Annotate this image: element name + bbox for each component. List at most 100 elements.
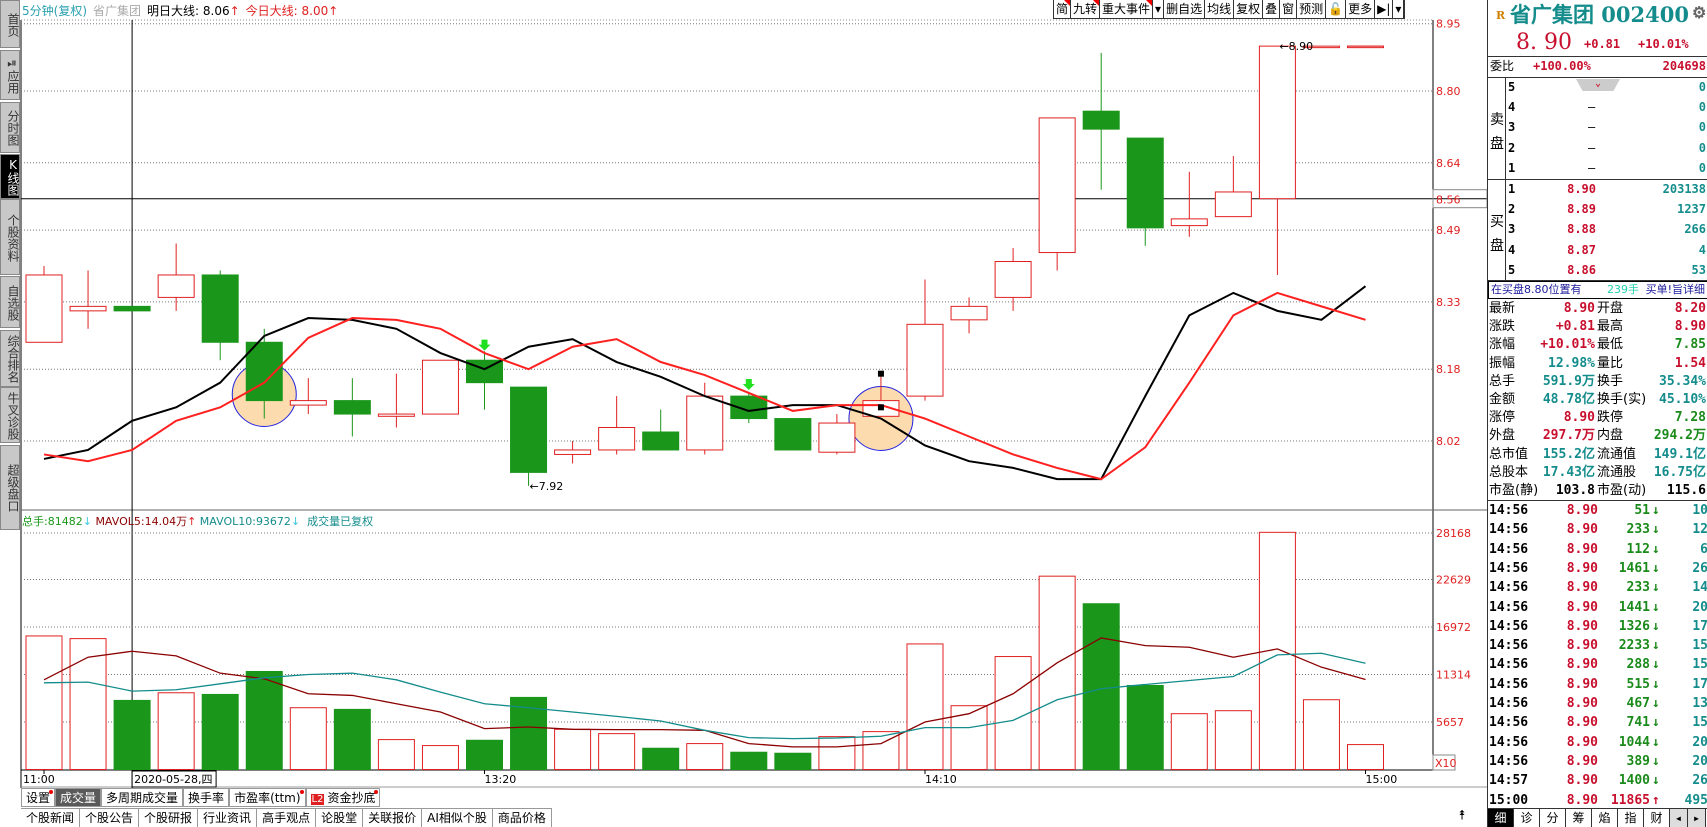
info-detail-link[interactable]: 买单!旨详细 [1645,283,1705,296]
candle-22[interactable] [994,248,1032,311]
volume-bar-7[interactable] [333,708,371,771]
candle-26[interactable] [1170,171,1208,237]
period-label[interactable]: 5分钟(复权) [22,4,87,18]
volume-bar-0[interactable] [25,635,63,771]
volume-bar-18[interactable] [818,736,856,771]
indicator-tab-3[interactable]: 换手率 [183,789,230,807]
volume-bar-9[interactable] [421,745,459,770]
indicator-tab-1[interactable]: 成交量 [55,789,102,807]
volume-bar-29[interactable] [1302,699,1340,771]
volume-bar-4[interactable] [201,693,239,770]
kline-chart[interactable]: 8.95 8.80 8.64 8.49 8.33 8.18 8.02 8.56 ←8.90 ←7.… [0,0,1487,788]
candle-10[interactable] [466,351,503,410]
quote-tab-3[interactable]: 筹 [1566,809,1592,827]
indicator-tab-2[interactable]: 多周期成交量 [101,789,184,807]
indicator-tab-0[interactable]: 设置 [21,789,56,807]
toolbar-button-8[interactable]: 窗 [1280,0,1298,18]
candle-29[interactable] [1302,45,1340,49]
sidebar-tab-8[interactable]: 超级盘口 [0,445,20,530]
candle-9[interactable] [421,359,459,415]
candle-0[interactable] [25,265,63,343]
news-tab-7[interactable]: AI相似个股 [422,809,493,827]
news-tab-4[interactable]: 高手观点 [257,809,317,827]
quote-tab-0[interactable]: 细 [1488,809,1514,827]
quote-tab-2[interactable]: 分 [1540,809,1566,827]
volume-bar-1[interactable] [69,638,107,770]
next-icon[interactable]: ▸ [1688,809,1706,827]
toolbar-button-11[interactable]: 更多 [1346,0,1376,18]
prev-icon[interactable]: ◂ [1670,809,1688,827]
volume-bar-10[interactable] [466,739,503,770]
toolbar-button-0[interactable]: 简 [1054,0,1072,18]
toolbar-button-12[interactable]: ▶| [1375,0,1394,18]
news-tab-0[interactable]: 个股新闻 [21,809,81,827]
ask-row[interactable]: 4 – 0 [1488,98,1707,117]
toolbar-button-7[interactable]: 叠 [1263,0,1281,18]
volume-bar-25[interactable] [1126,684,1164,770]
toolbar-button-1[interactable]: 九转 [1071,0,1101,18]
sidebar-tab-4[interactable]: 个股资料 [0,199,20,275]
gear-icon[interactable]: ⚙ [1692,3,1707,22]
news-tab-8[interactable]: 商品价格 [493,809,552,827]
sidebar-tab-5[interactable]: 自选股 [0,276,20,328]
candle-4[interactable] [201,270,239,361]
toolbar-button-13[interactable]: ▾ [1393,0,1405,18]
candle-28[interactable] [1258,45,1296,275]
candle-2[interactable] [113,305,151,312]
ask-row[interactable]: 3 – 0 [1488,118,1707,137]
toolbar-button-6[interactable]: 复权 [1234,0,1264,18]
volume-bar-6[interactable] [289,707,327,770]
news-tab-3[interactable]: 行业资讯 [198,809,258,827]
candle-1[interactable] [69,270,107,329]
volume-bar-24[interactable] [1082,603,1120,770]
sidebar-tab-2[interactable]: 分时图 [0,102,20,153]
bid-row[interactable]: 1 8.90 203138 [1488,180,1707,199]
volume-bar-3[interactable] [157,692,195,770]
candle-17[interactable] [774,418,812,451]
bid-row[interactable]: 3 8.88 266 [1488,220,1707,239]
toolbar-button-5[interactable]: 均线 [1205,0,1235,18]
candle-25[interactable] [1126,137,1164,246]
toolbar-button-4[interactable]: 删自选 [1164,0,1206,18]
volume-bar-23[interactable] [1038,575,1076,771]
ask-row[interactable]: 5 ⌄ 0 [1488,78,1707,97]
sidebar-tab-7[interactable]: 牛叉诊股 [0,387,20,443]
bid-row[interactable]: 2 8.89 1237 [1488,200,1707,219]
sidebar-tab-3[interactable]: K线图 [0,154,20,199]
news-tab-5[interactable]: 论股堂 [316,809,364,827]
volume-bar-27[interactable] [1214,710,1252,771]
candle-7[interactable] [333,378,371,437]
toolbar-button-2[interactable]: 重大事件 [1100,0,1154,18]
candle-15[interactable] [686,382,724,455]
toolbar-button-10[interactable]: 🔓 [1326,0,1347,18]
collapse-chevron-icon[interactable]: ⌄ [1576,79,1620,91]
news-tab-1[interactable]: 个股公告 [80,809,140,827]
bid-row[interactable]: 4 8.87 4 [1488,241,1707,260]
candle-24[interactable] [1082,52,1120,190]
quote-tab-1[interactable]: 诊 [1514,809,1540,827]
quote-tab-4[interactable]: 焰 [1592,809,1618,827]
candle-23[interactable] [1038,117,1076,271]
volume-bar-20[interactable] [906,643,944,771]
sidebar-tab-0[interactable]: 首页 [0,0,20,48]
volume-bar-26[interactable] [1170,713,1208,771]
sidebar-tab-6[interactable]: 综合排名 [0,330,20,387]
volume-bar-2[interactable] [113,699,151,770]
quote-tab-5[interactable]: 指 [1618,809,1644,827]
scroll-top-icon[interactable]: ⯭ [1458,808,1466,823]
candle-6[interactable] [289,378,327,415]
volume-bar-22[interactable] [994,656,1032,770]
candle-13[interactable] [598,396,636,455]
news-tab-6[interactable]: 关联报价 [363,809,423,827]
volume-bar-12[interactable] [554,728,592,771]
candle-8[interactable] [377,373,415,428]
candle-20[interactable] [906,279,944,401]
ask-row[interactable]: 1 – 0 [1488,159,1707,178]
volume-bar-13[interactable] [598,733,636,770]
volume-bar-14[interactable] [642,747,680,770]
indicator-tab-5[interactable]: L2 资金抄底 [305,789,381,807]
news-tab-2[interactable]: 个股研报 [139,809,199,827]
candle-21[interactable] [950,297,988,334]
candle-11[interactable] [510,386,548,486]
candle-14[interactable] [642,409,680,451]
